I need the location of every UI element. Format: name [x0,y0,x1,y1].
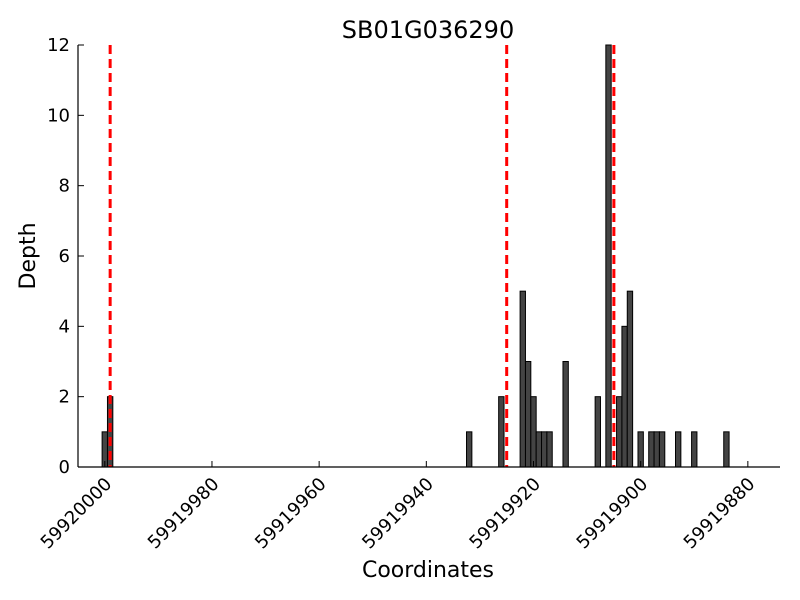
bar-3 [499,397,504,467]
bar-21 [692,432,697,467]
bar-7 [536,432,541,467]
x-tick-label: 59920000 [37,474,117,554]
chart-title: SB01G036290 [342,16,514,44]
y-axis-label: Depth [16,222,41,289]
bar-20 [676,432,681,467]
bar-11 [595,397,600,467]
bar-2 [467,432,472,467]
bar-10 [563,362,568,468]
bar-4 [520,291,525,467]
reference-lines-layer [110,45,614,467]
x-axis-label: Coordinates [362,558,494,583]
bar-14 [622,326,627,467]
x-tick-label: 59919940 [358,474,438,554]
y-tick-label: 6 [59,246,70,267]
bar-22 [724,432,729,467]
bar-15 [627,291,632,467]
bar-6 [531,397,536,467]
y-tick-label: 12 [47,35,70,56]
bar-18 [654,432,659,467]
bars-layer [102,45,729,467]
x-tick-label: 59919880 [680,474,760,554]
bar-8 [542,432,547,467]
x-tick-label: 59919900 [573,474,653,554]
bar-17 [649,432,654,467]
y-tick-label: 8 [59,176,70,197]
bar-5 [525,362,530,468]
y-tick-label: 2 [59,387,70,408]
x-ticks-layer: 59920000 59919980 59919960 59919940 59919920… [37,461,760,553]
y-tick-label: 10 [47,105,70,126]
bar-19 [659,432,664,467]
bar-12 [606,45,611,467]
bar-9 [547,432,552,467]
y-tick-label: 4 [59,316,70,337]
axes-layer [78,45,780,467]
x-tick-label: 59919920 [465,474,545,554]
x-tick-label: 59919980 [144,474,224,554]
x-tick-label: 59919960 [251,474,331,554]
bar-13 [617,397,622,467]
y-tick-label: 0 [59,457,70,478]
